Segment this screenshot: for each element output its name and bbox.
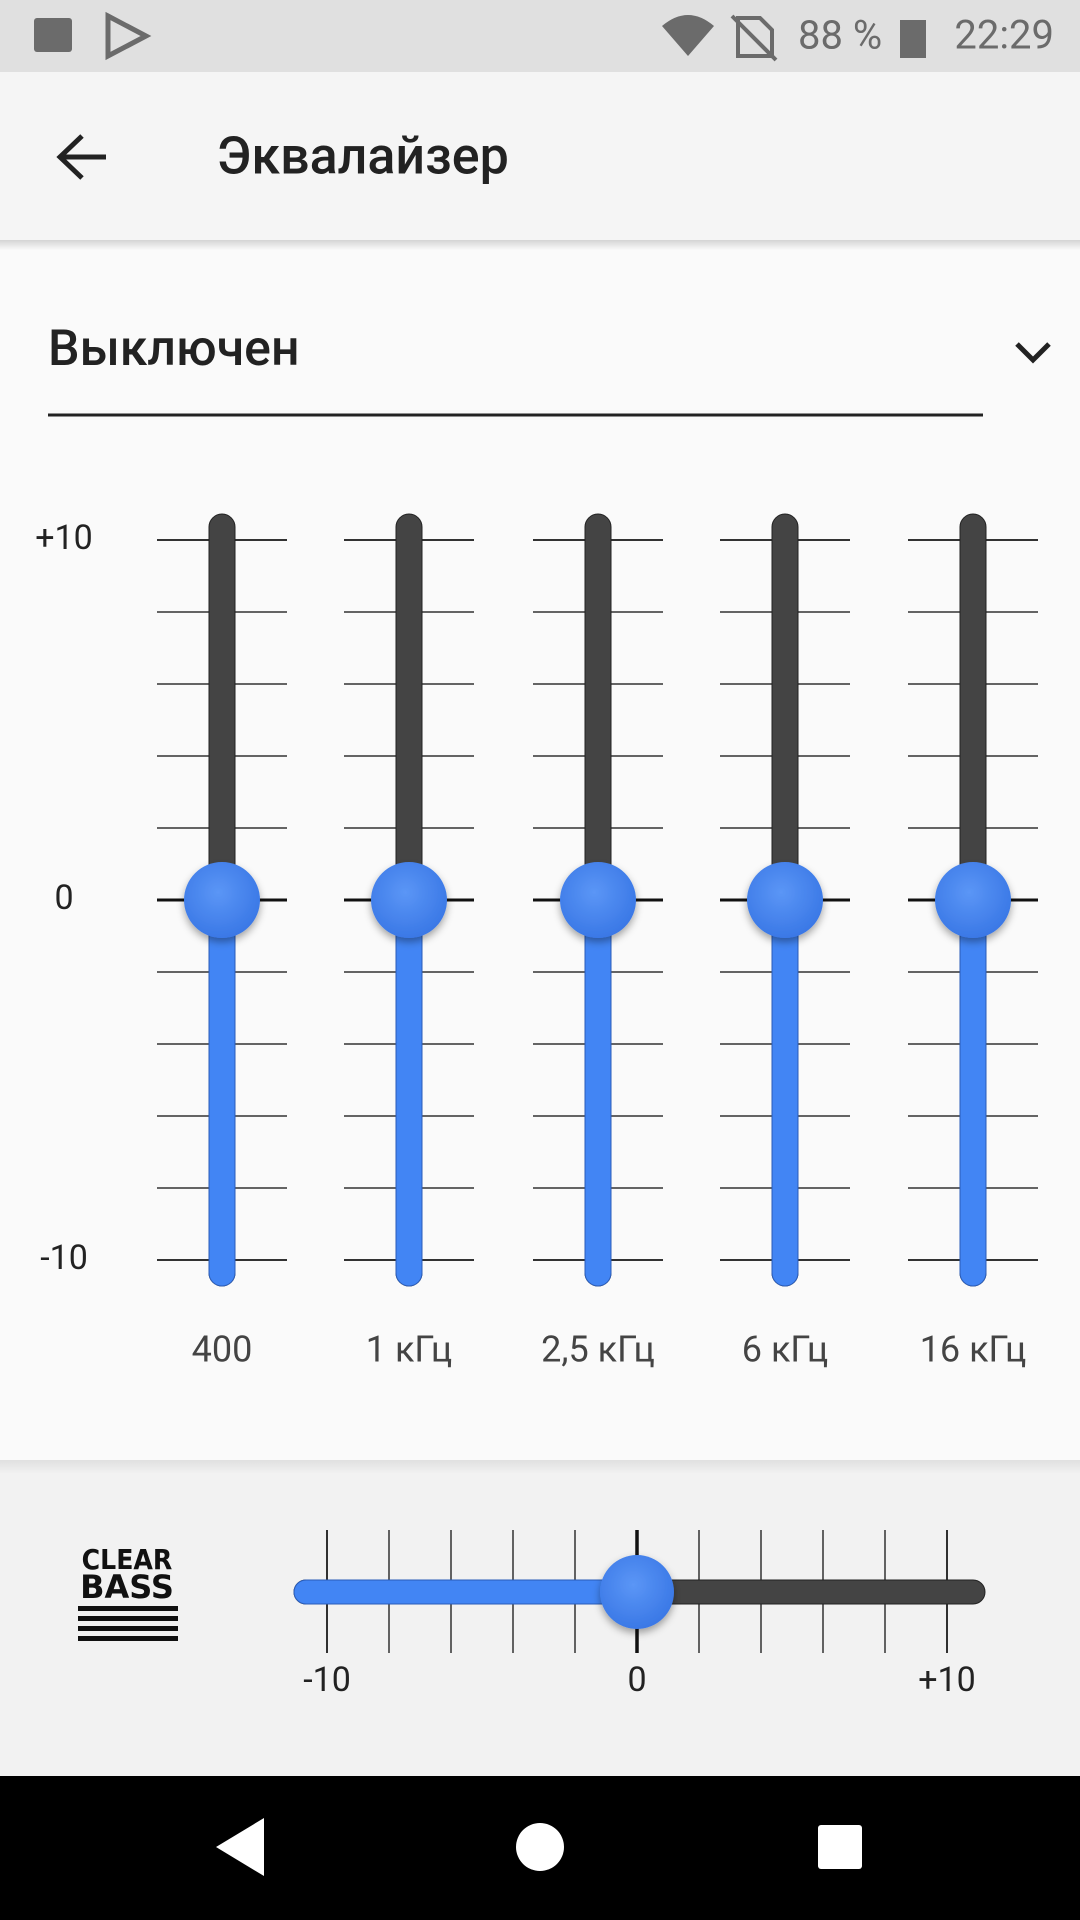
cb-scale-label: 0 (627, 1660, 646, 1700)
eq-band-label: 2,5 кГц (541, 1329, 655, 1371)
eq-fill (771, 899, 799, 1287)
eq-band[interactable] (935, 513, 1011, 1287)
nav-home[interactable] (516, 1823, 564, 1871)
logo-bass: BASS (80, 1568, 174, 1606)
eq-band-label: 6 кГц (742, 1329, 828, 1371)
cb-scale-label: -10 (303, 1660, 351, 1700)
eq-fill (959, 899, 987, 1287)
clear-bass-panel (0, 1460, 1080, 1776)
battery-text: 88 % (798, 12, 882, 59)
eq-thumb[interactable] (371, 862, 447, 938)
app-bar-shadow (0, 240, 1080, 250)
eq-fill (208, 899, 236, 1287)
logo-stripe (78, 1626, 178, 1631)
eq-band-label: 1 кГц (366, 1329, 452, 1371)
preset-value: Выключен (48, 320, 300, 378)
cb-scale-label: +10 (918, 1660, 976, 1700)
wifi-icon (662, 15, 714, 56)
eq-scale-label: -10 (40, 1238, 88, 1278)
app-bar (0, 72, 1080, 240)
logo-clear: CLEAR (82, 1543, 173, 1576)
nav-back[interactable] (216, 1818, 264, 1876)
clock: 22:29 (954, 12, 1054, 59)
nav-recents[interactable] (818, 1825, 862, 1869)
eq-band[interactable] (371, 513, 447, 1287)
eq-thumb[interactable] (935, 862, 1011, 938)
eq-band[interactable] (184, 513, 260, 1287)
sim-icon (736, 16, 774, 58)
play-icon (105, 11, 152, 61)
equalizer: +10 0 -10 400 1 кГц 2,5 кГц 6 кГц 16 кГц (35, 513, 1038, 1371)
eq-thumb[interactable] (560, 862, 636, 938)
status-icons (34, 11, 926, 62)
panel-shadow (0, 1460, 1080, 1474)
clear-bass-logo: CLEAR BASS (78, 1543, 178, 1641)
eq-thumb[interactable] (747, 862, 823, 938)
battery-icon (900, 20, 926, 58)
sim-off (730, 14, 778, 62)
eq-band[interactable] (747, 513, 823, 1287)
cb-fill (293, 1579, 638, 1605)
logo-stripe (78, 1616, 178, 1621)
cb-thumb[interactable] (600, 1555, 674, 1629)
eq-fill (395, 899, 423, 1287)
back-button[interactable] (56, 134, 106, 180)
app-title: Эквалайзер (217, 126, 509, 187)
eq-band[interactable] (560, 513, 636, 1287)
eq-scale-label: 0 (54, 878, 73, 918)
clear-bass-slider: -10 0 +10 (293, 1530, 986, 1700)
dropdown-arrow (1015, 342, 1051, 364)
eq-thumb[interactable] (184, 862, 260, 938)
eq-fill (584, 899, 612, 1287)
preset-dropdown[interactable]: Выключен (48, 320, 1051, 417)
logo-stripe (78, 1636, 178, 1641)
eq-band-label: 16 кГц (920, 1329, 1027, 1371)
gallery-icon (34, 18, 72, 52)
eq-band-label: 400 (192, 1329, 253, 1371)
logo-stripe (78, 1606, 178, 1611)
eq-scale-label: +10 (35, 518, 93, 558)
